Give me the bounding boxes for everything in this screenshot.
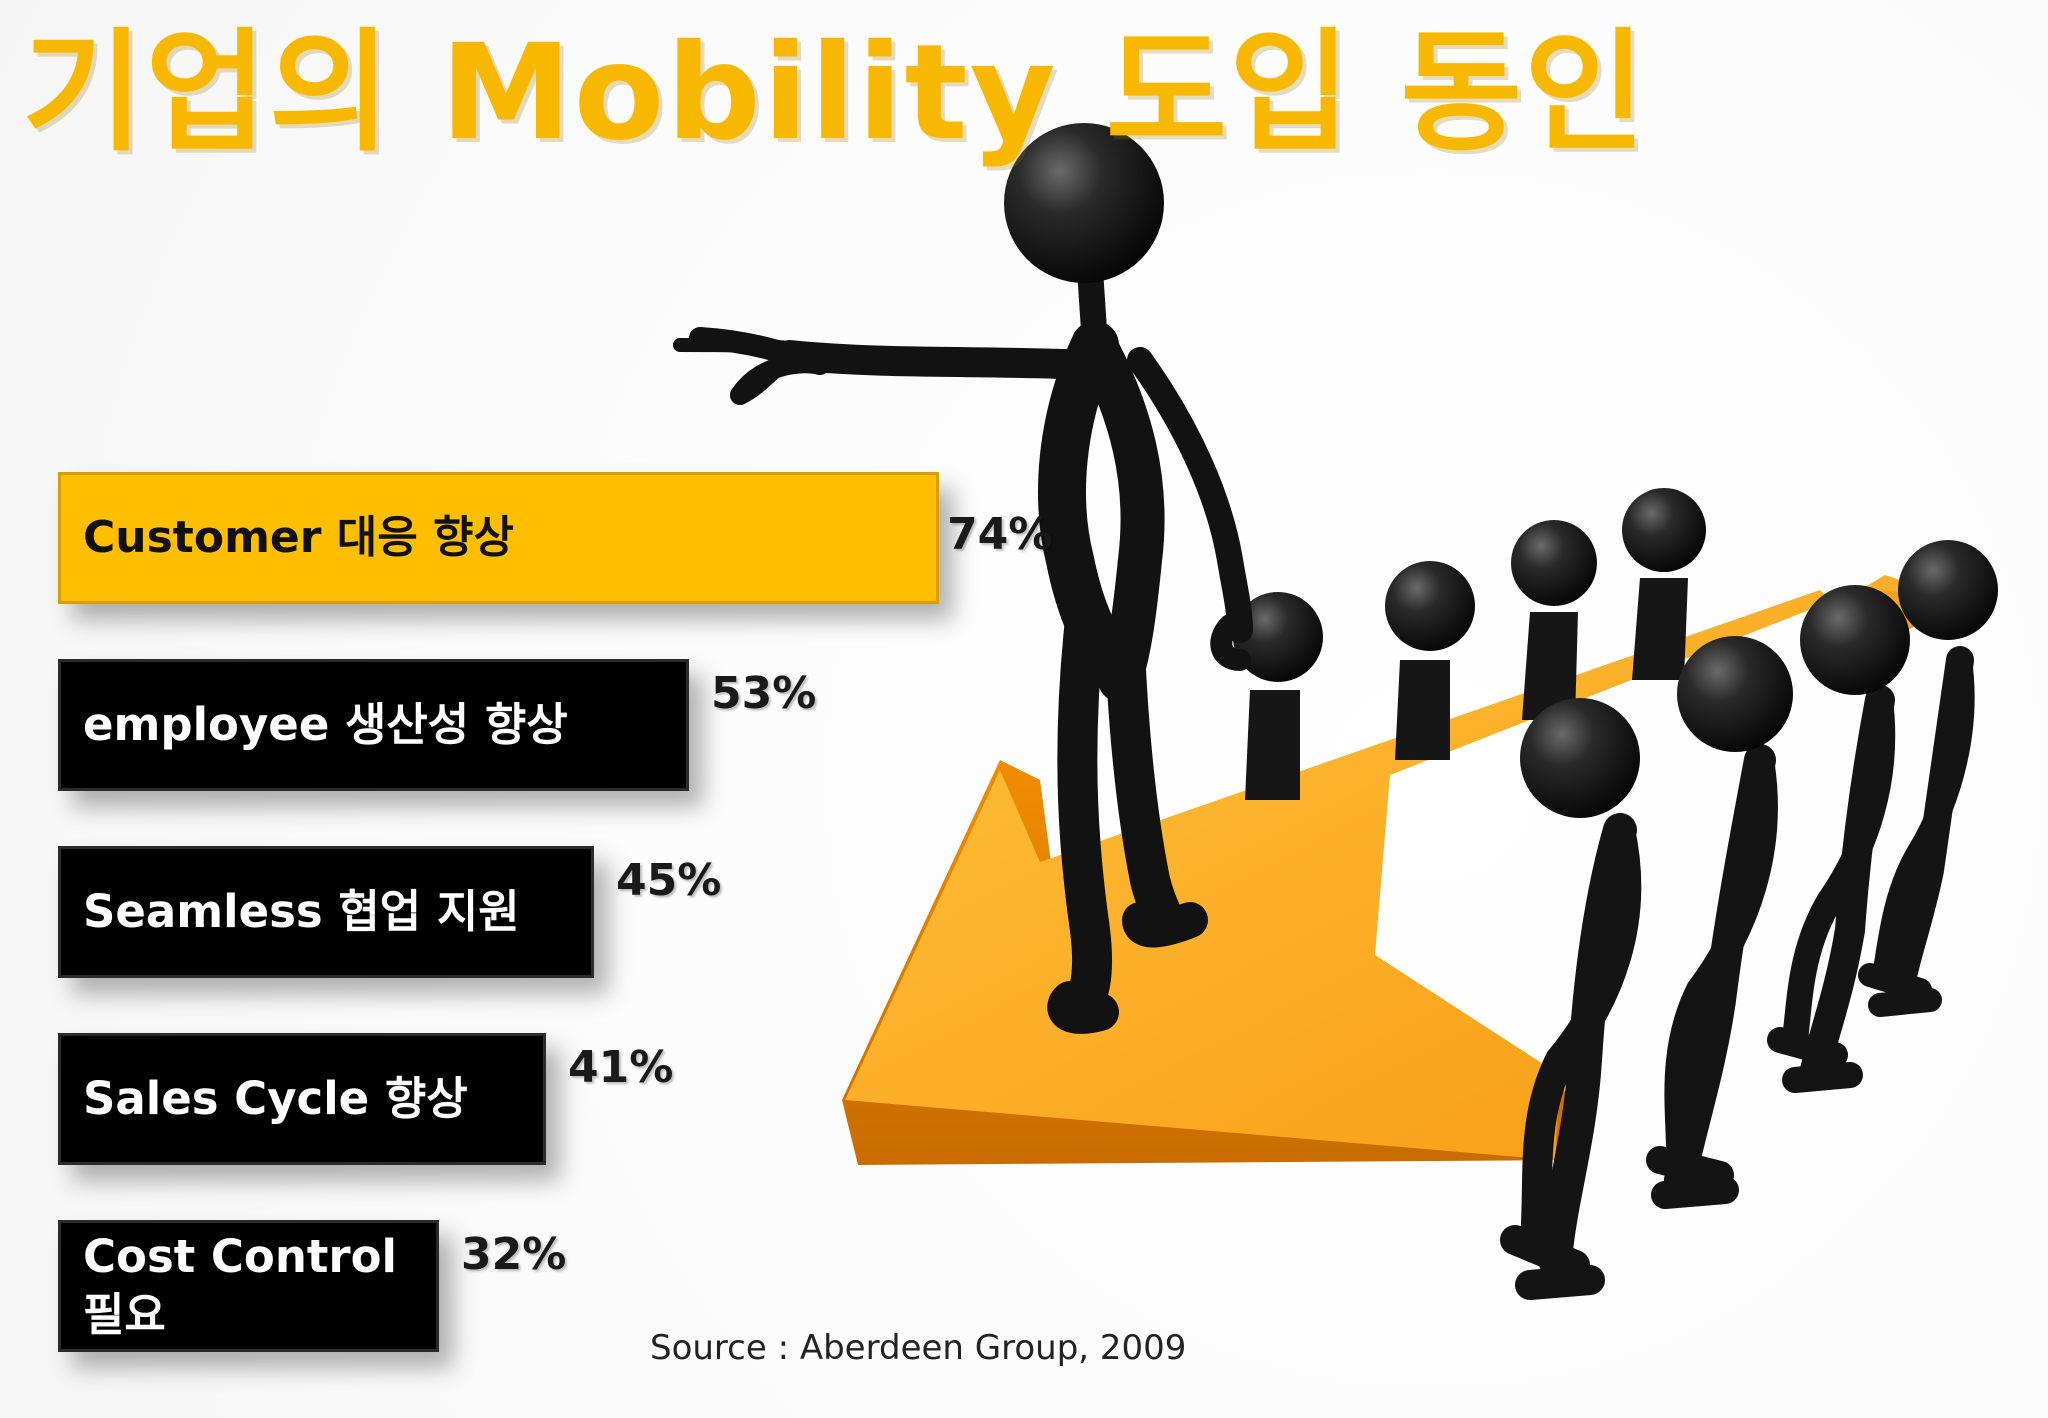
- team-figures-front-row: [1500, 540, 1998, 1300]
- team-figures-back-row: [1233, 488, 1706, 800]
- leader-figure-icon: [673, 123, 1253, 1034]
- source-note: Source : Aberdeen Group, 2009: [650, 1328, 1187, 1368]
- slide-title: 기업의 Mobility 도입 동인: [22, 16, 1648, 170]
